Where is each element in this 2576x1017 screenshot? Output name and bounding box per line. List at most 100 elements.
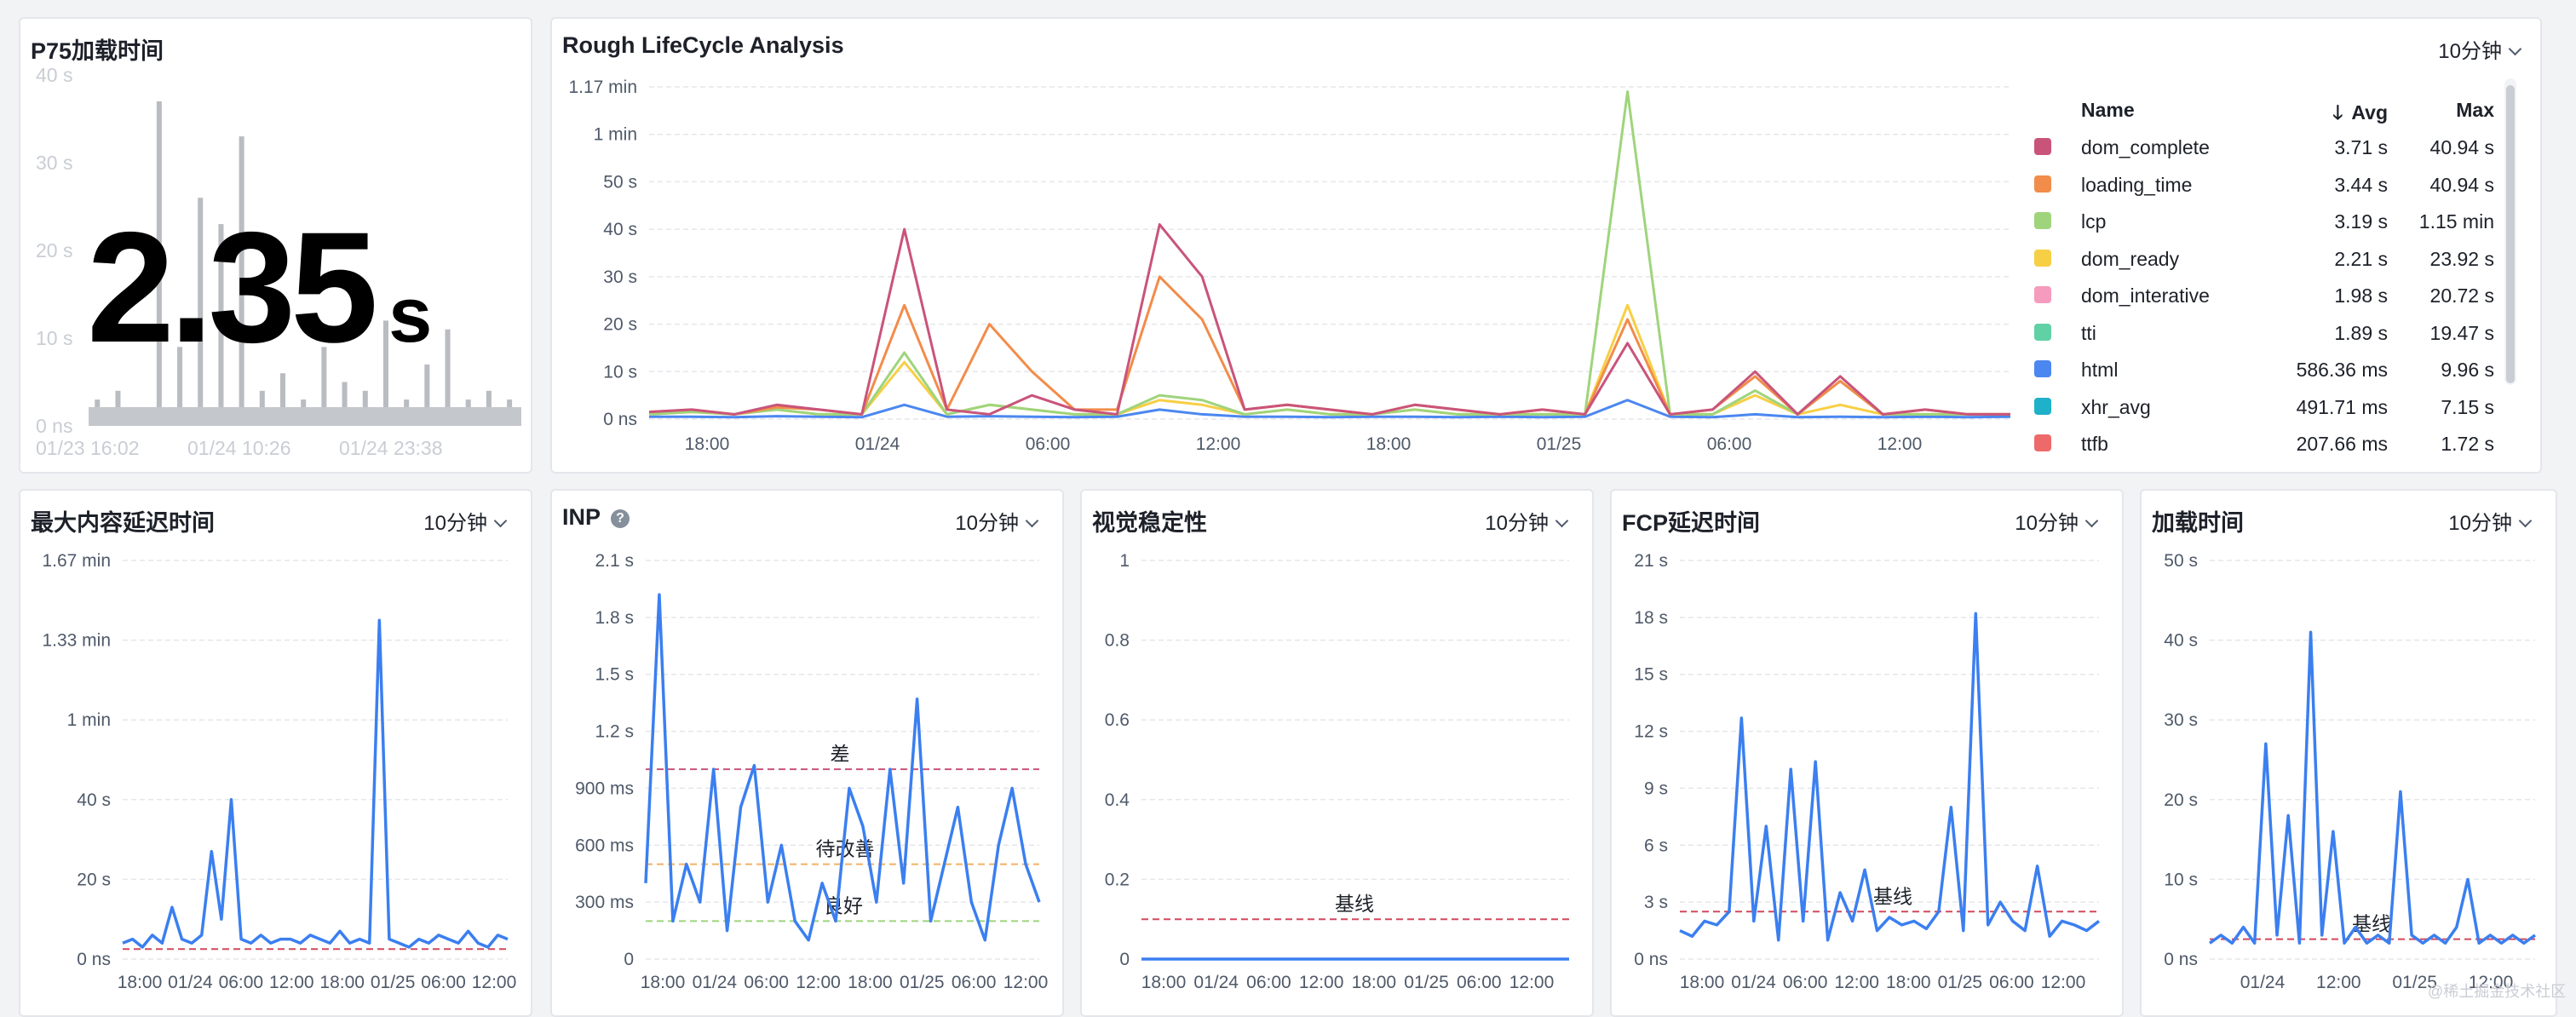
y-tick-label: 40 s: [2164, 631, 2198, 651]
card-title: 加载时间: [2152, 510, 2244, 536]
y-tick-label: 21 s: [1634, 551, 1668, 571]
interval-value: 10分钟: [423, 512, 487, 535]
legend-name: dom_interative: [2081, 284, 2210, 307]
legend-item[interactable]: xhr_avg 491.71 ms 7.15 s: [2034, 393, 2494, 427]
interval-select[interactable]: 10分钟: [2438, 34, 2522, 64]
legend-header: Name 🡓 Avg Max: [2034, 95, 2494, 129]
card-title: FCP延迟时间: [1622, 510, 1760, 536]
legend-scrollbar[interactable]: [2504, 78, 2516, 385]
legend-max: 20.72 s: [2429, 284, 2494, 307]
interval-select[interactable]: 10分钟: [955, 506, 1039, 536]
y-tick-label: 30 s: [2164, 710, 2198, 730]
y-tick-label: 30 s: [36, 152, 72, 174]
x-tick-label: 12:00: [1003, 973, 1049, 992]
legend-name: dom_ready: [2081, 247, 2180, 270]
interval-value: 10分钟: [2015, 512, 2079, 535]
p75-card: P75加载时间 40 s 30 s 20 s 10 s 0 ns 01/23 16:02 0…: [19, 17, 532, 474]
lifecycle-card: Rough LifeCycle Analysis 10分钟 1.17 min 1 …: [550, 17, 2542, 474]
legend-item[interactable]: ttfb 207.66 ms 1.72 s: [2034, 429, 2494, 463]
interval-select[interactable]: 10分钟: [1485, 506, 1569, 536]
x-tick-label: 12:00: [2316, 973, 2361, 992]
x-tick-label: 06:00: [952, 973, 997, 992]
x-tick-label: 01/24 10:26: [187, 437, 291, 459]
legend-max: 23.92 s: [2429, 247, 2494, 270]
interval-value: 10分钟: [955, 512, 1019, 535]
y-tick-label: 1.17 min: [568, 78, 637, 97]
legend-header-max[interactable]: Max: [2456, 99, 2494, 121]
legend-avg: 3.19 s: [2334, 210, 2388, 233]
legend-item[interactable]: loading_time 3.44 s 40.94 s: [2034, 170, 2494, 204]
x-tick-label: 06:00: [744, 973, 789, 992]
y-tick-label: 300 ms: [575, 893, 634, 912]
bar: [239, 136, 244, 426]
x-tick-label: 01/25: [1404, 973, 1449, 992]
x-tick-label: 12:00: [1299, 973, 1344, 992]
legend-header-name[interactable]: Name: [2081, 99, 2135, 121]
legend-item[interactable]: dom_ready 2.21 s 23.92 s: [2034, 244, 2494, 279]
y-tick-label: 15 s: [1634, 665, 1668, 685]
legend-name: html: [2081, 359, 2119, 381]
legend-item[interactable]: html 586.36 ms 9.96 s: [2034, 355, 2494, 389]
interval-select[interactable]: 10分钟: [2448, 506, 2533, 536]
watermark: @稀土掘金技术社区: [2428, 983, 2567, 1000]
legend-header-avg-label: Avg: [2351, 101, 2388, 124]
legend-item[interactable]: dom_interative 1.98 s 20.72 s: [2034, 281, 2494, 315]
chevron-down-icon: [2508, 42, 2522, 56]
bar: [445, 329, 451, 426]
x-tick-label: 01/24: [855, 434, 900, 454]
x-tick-label: 06:00: [1246, 973, 1291, 992]
y-tick-label: 6 s: [1644, 836, 1668, 855]
legend-item[interactable]: tti 1.89 s 19.47 s: [2034, 319, 2494, 353]
x-tick-label: 06:00: [219, 973, 264, 992]
load-chart: 50 s 40 s 30 s 20 s 10 s 0 ns 01/24 12:00 01/25 1…: [2164, 551, 2537, 992]
interval-select[interactable]: 10分钟: [2015, 506, 2099, 536]
legend-swatch: [2034, 212, 2051, 229]
y-tick-label: 12 s: [1634, 722, 1668, 742]
y-tick-label: 0.4: [1105, 790, 1130, 810]
legend-name: xhr_avg: [2081, 395, 2151, 418]
y-tick-label: 20 s: [36, 239, 72, 261]
legend-max: 1.72 s: [2441, 433, 2494, 455]
threshold-label: 基线: [1873, 885, 1912, 907]
y-tick-label: 0: [624, 950, 634, 969]
series-line-html: [649, 399, 2011, 419]
card-title: P75加载时间: [31, 38, 164, 64]
legend-avg: 2.21 s: [2334, 247, 2388, 270]
legend-swatch: [2034, 249, 2051, 267]
legend-name: lcp: [2081, 210, 2107, 233]
cls-card: 视觉稳定性 10分钟 1 0.8 0.6 0.4 0.2 0 18:00 01/24 06:00…: [1080, 489, 1594, 1017]
scrollbar-thumb[interactable]: [2506, 85, 2515, 383]
y-tick-label: 0 ns: [603, 410, 637, 429]
x-tick-label: 06:00: [421, 973, 466, 992]
x-tick-label: 18:00: [319, 973, 365, 992]
y-tick-label: 40 s: [36, 64, 72, 86]
x-tick-label: 18:00: [848, 973, 893, 992]
sort-desc-icon: 🡓: [2332, 101, 2343, 124]
legend-avg: 491.71 ms: [2296, 395, 2388, 418]
legend-swatch: [2034, 397, 2051, 415]
legend-avg: 586.36 ms: [2296, 359, 2388, 381]
interval-select[interactable]: 10分钟: [423, 506, 508, 536]
legend-item[interactable]: dom_complete 3.71 s 40.94 s: [2034, 133, 2494, 167]
x-tick-label: 18:00: [685, 434, 730, 454]
legend-name: ttfb: [2081, 433, 2108, 455]
legend-name: tti: [2081, 321, 2096, 344]
legend-max: 40.94 s: [2429, 173, 2494, 196]
x-tick-label: 18:00: [641, 973, 686, 992]
card-title: 最大内容延迟时间: [31, 510, 215, 536]
x-tick-label: 01/24: [1193, 973, 1239, 992]
y-tick-label: 30 s: [603, 267, 637, 287]
x-tick-label: 18:00: [1886, 973, 1931, 992]
y-tick-label: 20 s: [77, 870, 111, 889]
y-tick-label: 1.67 min: [42, 551, 111, 571]
y-tick-label: 20 s: [603, 315, 637, 335]
y-tick-label: 0 ns: [1634, 950, 1668, 969]
inp-card: INP? 10分钟 2.1 s 1.8 s 1.5 s 1.2 s 900 ms 600 …: [550, 489, 1064, 1017]
help-icon[interactable]: ?: [611, 509, 630, 528]
legend-item[interactable]: lcp 3.19 s 1.15 min: [2034, 207, 2494, 241]
bar: [321, 347, 327, 426]
legend-header-avg[interactable]: 🡓 Avg: [2332, 99, 2388, 132]
y-tick-label: 40 s: [77, 790, 111, 810]
bar: [198, 198, 204, 426]
